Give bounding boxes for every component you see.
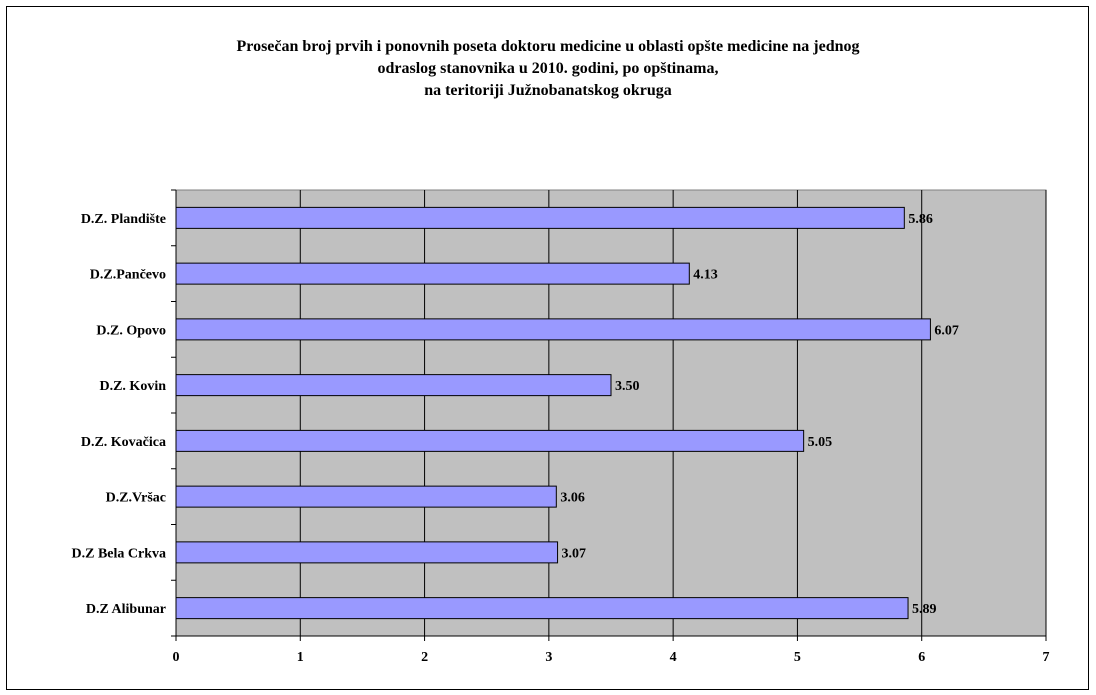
x-tick-label-6: 6 bbox=[918, 650, 925, 665]
chart-title-line-1: Prosečan broj prvih i ponovnih poseta do… bbox=[236, 38, 860, 55]
category-label-2: D.Z.Pančevo bbox=[90, 268, 166, 283]
chart-title: Prosečan broj prvih i ponovnih poseta do… bbox=[60, 36, 1036, 102]
bar-2 bbox=[175, 262, 690, 285]
data-label-7: 3.07 bbox=[562, 546, 587, 561]
x-tick-label-2: 2 bbox=[421, 650, 428, 665]
data-label-4: 3.50 bbox=[615, 379, 640, 394]
data-label-8: 5.89 bbox=[912, 602, 937, 617]
bar-5 bbox=[175, 429, 805, 452]
category-label-6: D.Z.Vršac bbox=[106, 491, 166, 506]
x-tick-label-3: 3 bbox=[545, 650, 552, 665]
data-label-1: 5.86 bbox=[908, 212, 933, 227]
data-label-3: 6.07 bbox=[934, 323, 959, 338]
axes bbox=[171, 189, 1047, 641]
bar-6 bbox=[175, 485, 557, 508]
category-label-1: D.Z. Plandište bbox=[81, 212, 166, 227]
x-tick-label-5: 5 bbox=[794, 650, 801, 665]
data-label-5: 5.05 bbox=[808, 435, 833, 450]
chart-title-line-3: na teritoriji Južnobanatskog okruga bbox=[424, 82, 672, 99]
bar-8 bbox=[175, 597, 909, 620]
bar-4 bbox=[175, 374, 612, 397]
labels: 5.86 D.Z. Plandište 4.13 D.Z.Pančevo 6.07 D.Z… bbox=[72, 212, 1050, 665]
bar-3 bbox=[175, 318, 931, 341]
data-label-2: 4.13 bbox=[693, 268, 718, 283]
category-label-7: D.Z Bela Crkva bbox=[72, 546, 167, 561]
category-label-5: D.Z. Kovačica bbox=[81, 435, 166, 450]
category-label-8: D.Z Alibunar bbox=[86, 602, 166, 617]
bar-7 bbox=[175, 541, 559, 564]
plot-area bbox=[175, 189, 1047, 637]
x-tick-label-1: 1 bbox=[297, 650, 304, 665]
category-label-4: D.Z. Kovin bbox=[99, 379, 166, 394]
data-label-6: 3.06 bbox=[560, 491, 585, 506]
bar-1 bbox=[175, 206, 905, 229]
bars bbox=[175, 206, 931, 620]
category-label-3: D.Z. Opovo bbox=[96, 323, 166, 338]
chart-title-line-2: odraslog stanovnika u 2010. godini, po o… bbox=[377, 60, 719, 77]
x-tick-label-7: 7 bbox=[1043, 650, 1050, 665]
x-tick-label-4: 4 bbox=[670, 650, 677, 665]
x-tick-label-0: 0 bbox=[173, 650, 180, 665]
